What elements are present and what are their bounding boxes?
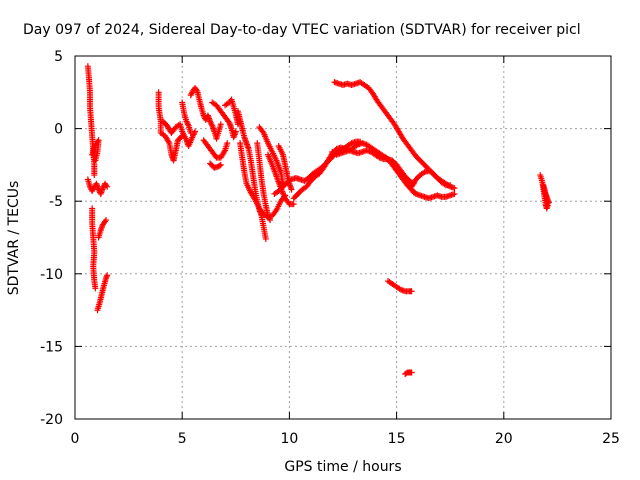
data-point: [545, 199, 552, 206]
data-point: [104, 272, 111, 279]
data-point: [103, 217, 110, 224]
data-point: [92, 157, 99, 164]
x-axis-label: GPS time / hours: [284, 459, 401, 475]
x-tick-label: 25: [602, 431, 620, 447]
y-tick-label: -20: [40, 412, 63, 428]
data-point: [216, 162, 223, 169]
y-tick-label: 0: [54, 122, 63, 138]
y-tick-label: -5: [49, 194, 63, 210]
x-tick-label: 0: [71, 431, 80, 447]
data-point: [217, 121, 224, 128]
data-point: [408, 369, 415, 376]
data-point: [447, 182, 454, 189]
grid-lines: [75, 56, 611, 419]
x-tick-label: 15: [388, 431, 406, 447]
y-tick-label: -10: [40, 267, 63, 283]
data-point: [408, 288, 415, 295]
data-point: [104, 183, 111, 190]
data-point: [410, 189, 417, 196]
data-point: [92, 285, 99, 292]
y-axis-label: SDTVAR / TECUs: [6, 181, 22, 296]
y-tick-label: -15: [40, 339, 63, 355]
data-point: [91, 172, 98, 179]
y-tick-label: 5: [54, 49, 63, 65]
data-point: [217, 161, 224, 168]
data-point: [224, 140, 231, 147]
y-axis-ticks: -20 -15 -10 -5 0 5: [40, 49, 611, 428]
x-tick-label: 20: [495, 431, 513, 447]
data-points: [84, 63, 552, 377]
x-tick-label: 5: [178, 431, 187, 447]
data-point: [288, 186, 295, 193]
x-axis-ticks: 0 5 10 15 20 25: [71, 56, 620, 447]
x-tick-label: 10: [280, 431, 298, 447]
data-point: [262, 235, 269, 242]
data-point: [267, 217, 274, 224]
data-point: [187, 129, 194, 136]
data-point: [451, 185, 458, 192]
data-point: [290, 201, 297, 208]
chart-title: Day 097 of 2024, Sidereal Day-to-day VTE…: [23, 22, 581, 38]
data-point: [232, 128, 239, 135]
plot-frame: [74, 55, 612, 420]
data-point: [451, 190, 458, 197]
